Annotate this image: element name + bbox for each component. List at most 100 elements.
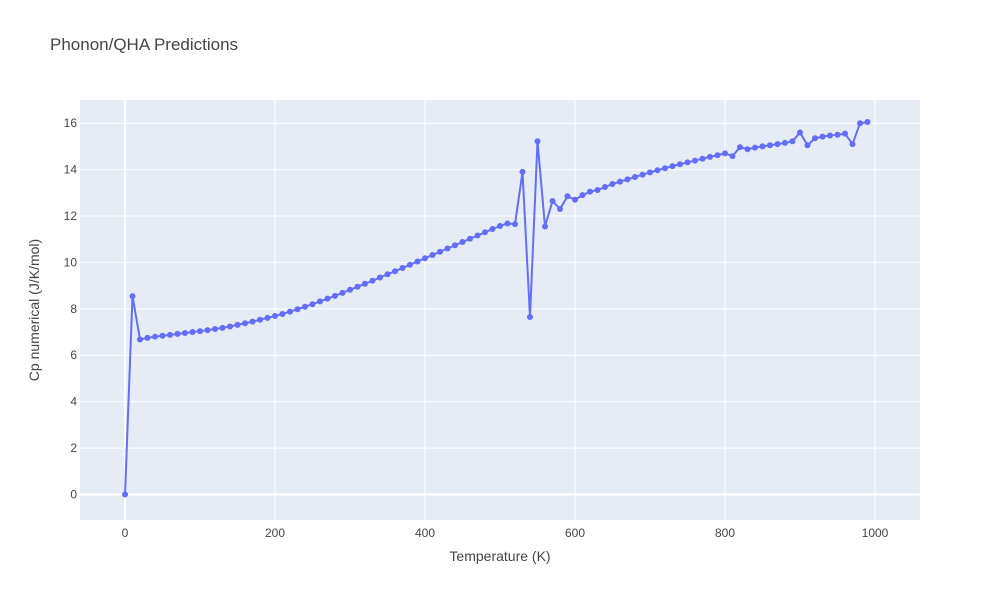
data-point [272, 313, 278, 320]
data-point [459, 239, 466, 246]
y-tick-labels: 0 2 4 6 8 10 12 14 16 [64, 116, 78, 501]
data-point [482, 229, 488, 236]
data-point [497, 223, 503, 229]
data-point [377, 274, 383, 281]
data-point [467, 235, 473, 242]
data-point [392, 268, 398, 275]
data-point [542, 223, 548, 230]
data-point [437, 248, 443, 255]
x-tick-label: 400 [415, 526, 435, 540]
data-point [474, 232, 481, 239]
data-point [204, 327, 211, 334]
data-point [287, 308, 293, 315]
data-point [242, 320, 248, 327]
data-point [159, 332, 166, 339]
data-point [219, 324, 226, 331]
data-point [257, 316, 263, 323]
data-point [789, 138, 796, 145]
data-point [279, 310, 286, 317]
data-point [819, 133, 826, 140]
data-point [227, 323, 233, 330]
data-point [624, 176, 631, 183]
data-point [707, 153, 713, 160]
x-tick-label: 0 [122, 526, 129, 540]
data-point [144, 334, 151, 341]
data-point [347, 286, 353, 293]
data-point [444, 245, 451, 252]
data-point [737, 144, 743, 151]
data-point [317, 298, 323, 305]
data-point [407, 261, 413, 268]
data-point [557, 206, 563, 213]
data-point [564, 193, 571, 200]
data-point [639, 171, 646, 178]
data-point [692, 157, 698, 164]
x-tick-labels: 0 200 400 600 800 1000 [122, 526, 889, 540]
data-point [864, 119, 871, 126]
data-point [669, 163, 676, 170]
data-point [264, 314, 271, 321]
data-point [617, 178, 623, 185]
data-point [759, 143, 766, 150]
data-point [572, 196, 578, 203]
data-point [654, 167, 661, 174]
data-point [362, 280, 368, 287]
data-point [684, 159, 691, 166]
x-tick-label: 600 [565, 526, 585, 540]
data-point [324, 295, 331, 302]
data-point [212, 326, 218, 333]
data-point [662, 165, 668, 172]
data-point [302, 303, 308, 310]
data-point [812, 135, 818, 142]
data-point [677, 161, 683, 168]
data-point [834, 131, 841, 138]
data-point [632, 174, 638, 181]
y-tick-label: 12 [64, 209, 78, 223]
data-point [122, 491, 128, 498]
x-tick-label: 800 [715, 526, 735, 540]
data-point [309, 301, 316, 308]
data-point [489, 226, 496, 233]
data-point [414, 258, 421, 265]
data-point [579, 192, 586, 199]
x-tick-label: 1000 [862, 526, 889, 540]
data-point [647, 169, 653, 176]
data-point [519, 168, 526, 175]
data-point [174, 330, 181, 337]
data-point [767, 142, 773, 149]
data-point [699, 155, 706, 162]
data-point [512, 221, 518, 228]
data-point [339, 289, 346, 296]
data-point [722, 150, 728, 157]
data-point [609, 181, 616, 187]
y-tick-label: 4 [70, 395, 77, 409]
data-point [354, 283, 361, 290]
data-point [849, 141, 856, 148]
data-point [729, 153, 736, 160]
data-point [129, 293, 136, 300]
y-tick-label: 6 [70, 348, 77, 362]
data-point [429, 252, 436, 259]
y-gridlines [80, 122, 920, 496]
data-point [197, 328, 203, 335]
plot-background [80, 100, 920, 520]
data-point [842, 130, 848, 137]
data-point [744, 146, 751, 153]
data-point [332, 292, 338, 299]
data-point [782, 139, 788, 146]
data-point [797, 129, 803, 136]
y-tick-label: 14 [64, 163, 78, 177]
data-point [189, 329, 196, 336]
data-point [587, 188, 593, 195]
data-point [857, 120, 863, 127]
data-point [234, 321, 241, 328]
data-point [369, 277, 376, 284]
series-group [122, 119, 871, 498]
series-line [124, 121, 868, 495]
x-axis-title: Temperature (K) [449, 548, 550, 564]
data-point [594, 187, 601, 194]
data-point [534, 138, 541, 145]
data-point [549, 197, 556, 204]
data-point [137, 336, 143, 343]
data-point [182, 329, 188, 336]
